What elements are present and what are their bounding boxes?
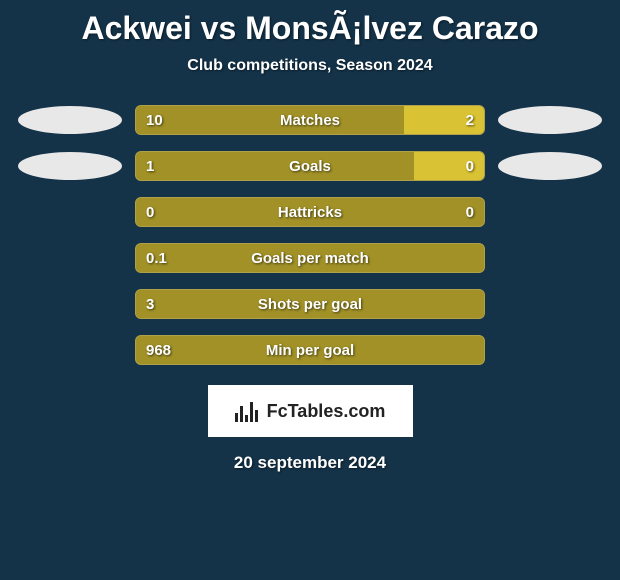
logo-text: FcTables.com (267, 401, 386, 422)
stat-row: 0.1Goals per match (0, 243, 620, 273)
stat-label: Min per goal (136, 336, 484, 364)
stat-bar: 3Shots per goal (135, 289, 485, 319)
player-right-avatar (495, 106, 605, 134)
stat-bar: 102Matches (135, 105, 485, 135)
stat-row: 10Goals (0, 151, 620, 181)
stat-row: 3Shots per goal (0, 289, 620, 319)
player-left-avatar (15, 106, 125, 134)
stat-bar: 968Min per goal (135, 335, 485, 365)
stat-row: 102Matches (0, 105, 620, 135)
subtitle: Club competitions, Season 2024 (0, 57, 620, 75)
date-label: 20 september 2024 (0, 453, 620, 473)
stat-row: 968Min per goal (0, 335, 620, 365)
page-title: Ackwei vs MonsÃ¡lvez Carazo (0, 0, 620, 47)
fctables-logo: FcTables.com (208, 385, 413, 437)
stat-label: Goals per match (136, 244, 484, 272)
chart-icon (235, 400, 261, 422)
stat-label: Hattricks (136, 198, 484, 226)
stat-bar: 0.1Goals per match (135, 243, 485, 273)
stat-label: Goals (136, 152, 484, 180)
stat-bar: 00Hattricks (135, 197, 485, 227)
stat-label: Matches (136, 106, 484, 134)
stat-rows: 102Matches 10Goals 00Hattricks 0.1Goals per… (0, 105, 620, 365)
stat-row: 00Hattricks (0, 197, 620, 227)
player-left-avatar (15, 152, 125, 180)
player-right-avatar (495, 152, 605, 180)
stat-bar: 10Goals (135, 151, 485, 181)
stat-label: Shots per goal (136, 290, 484, 318)
